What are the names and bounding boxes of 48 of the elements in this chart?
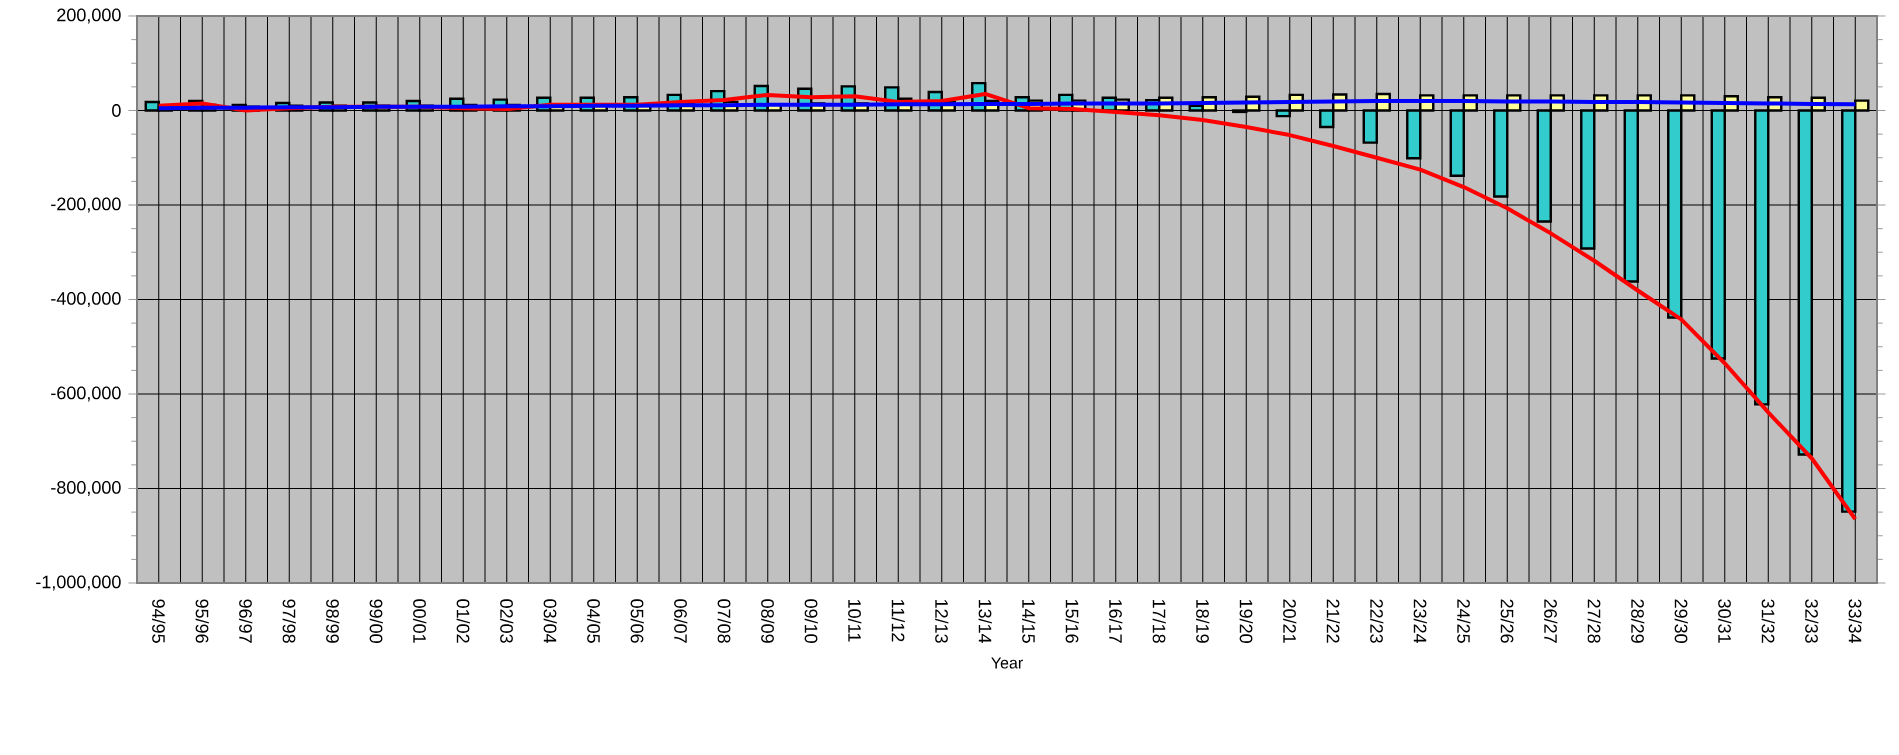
y-tick-label: 200,000 xyxy=(57,8,121,24)
x-tick-label: 02/03 xyxy=(500,599,514,643)
x-tick-label: 00/01 xyxy=(413,599,427,643)
x-tick-label: 13/14 xyxy=(978,599,992,644)
x-tick-label: 18/19 xyxy=(1196,599,1210,643)
x-tick-label: 23/24 xyxy=(1413,599,1427,644)
x-tick-label: 04/05 xyxy=(587,599,601,643)
x-tick-label: 28/29 xyxy=(1631,599,1645,643)
x-tick-label: 03/04 xyxy=(543,599,557,644)
x-tick-label: 31/32 xyxy=(1761,599,1775,643)
x-tick-label: 09/10 xyxy=(804,599,818,643)
x-tick-label: 19/20 xyxy=(1239,599,1253,643)
x-tick-label: 15/16 xyxy=(1065,599,1079,643)
x-tick-label: 98/99 xyxy=(326,599,340,643)
x-tick-label: 22/23 xyxy=(1370,599,1384,643)
x-tick-label: 14/15 xyxy=(1022,599,1036,643)
y-tick-label: -600,000 xyxy=(51,386,121,402)
y-tick-label: 0 xyxy=(112,104,121,117)
x-tick-label: 97/98 xyxy=(282,599,296,643)
x-tick-label: 20/21 xyxy=(1283,599,1297,643)
x-tick-label: 27/28 xyxy=(1587,599,1601,643)
x-tick-label: 32/33 xyxy=(1805,599,1819,643)
x-tick-label: 30/31 xyxy=(1718,599,1732,643)
y-tick-label: -800,000 xyxy=(51,481,121,496)
x-tick-label: 01/02 xyxy=(456,599,470,643)
y-tick-label: -400,000 xyxy=(51,292,121,307)
x-tick-label: 10/11 xyxy=(848,599,862,642)
x-tick-label: 08/09 xyxy=(761,599,775,643)
y-tick-label: -200,000 xyxy=(51,197,121,213)
x-tick-label: 26/27 xyxy=(1544,599,1558,643)
x-tick-label: 17/18 xyxy=(1152,599,1166,643)
x-tick-label: 11/12 xyxy=(891,599,905,642)
x-tick-label: 24/25 xyxy=(1457,599,1471,643)
x-tick-label: 06/07 xyxy=(674,599,688,643)
x-tick-label: 16/17 xyxy=(1109,599,1123,643)
x-tick-label: 33/34 xyxy=(1848,599,1862,644)
x-tick-label: 95/96 xyxy=(195,599,209,643)
x-tick-label: 96/97 xyxy=(239,599,253,643)
x-tick-label: 25/26 xyxy=(1500,599,1514,643)
x-tick-label: 12/13 xyxy=(935,599,949,643)
x-tick-label: 29/30 xyxy=(1674,599,1688,643)
x-tick-label: 05/06 xyxy=(630,599,644,643)
y-tick-label: -1,000,000 xyxy=(36,575,121,591)
x-axis-title: Year xyxy=(991,657,1023,669)
x-tick-label: 07/08 xyxy=(717,599,731,643)
x-tick-label: 99/00 xyxy=(369,599,383,643)
x-tick-label: 21/22 xyxy=(1326,599,1340,643)
x-tick-label: 94/95 xyxy=(152,599,166,643)
